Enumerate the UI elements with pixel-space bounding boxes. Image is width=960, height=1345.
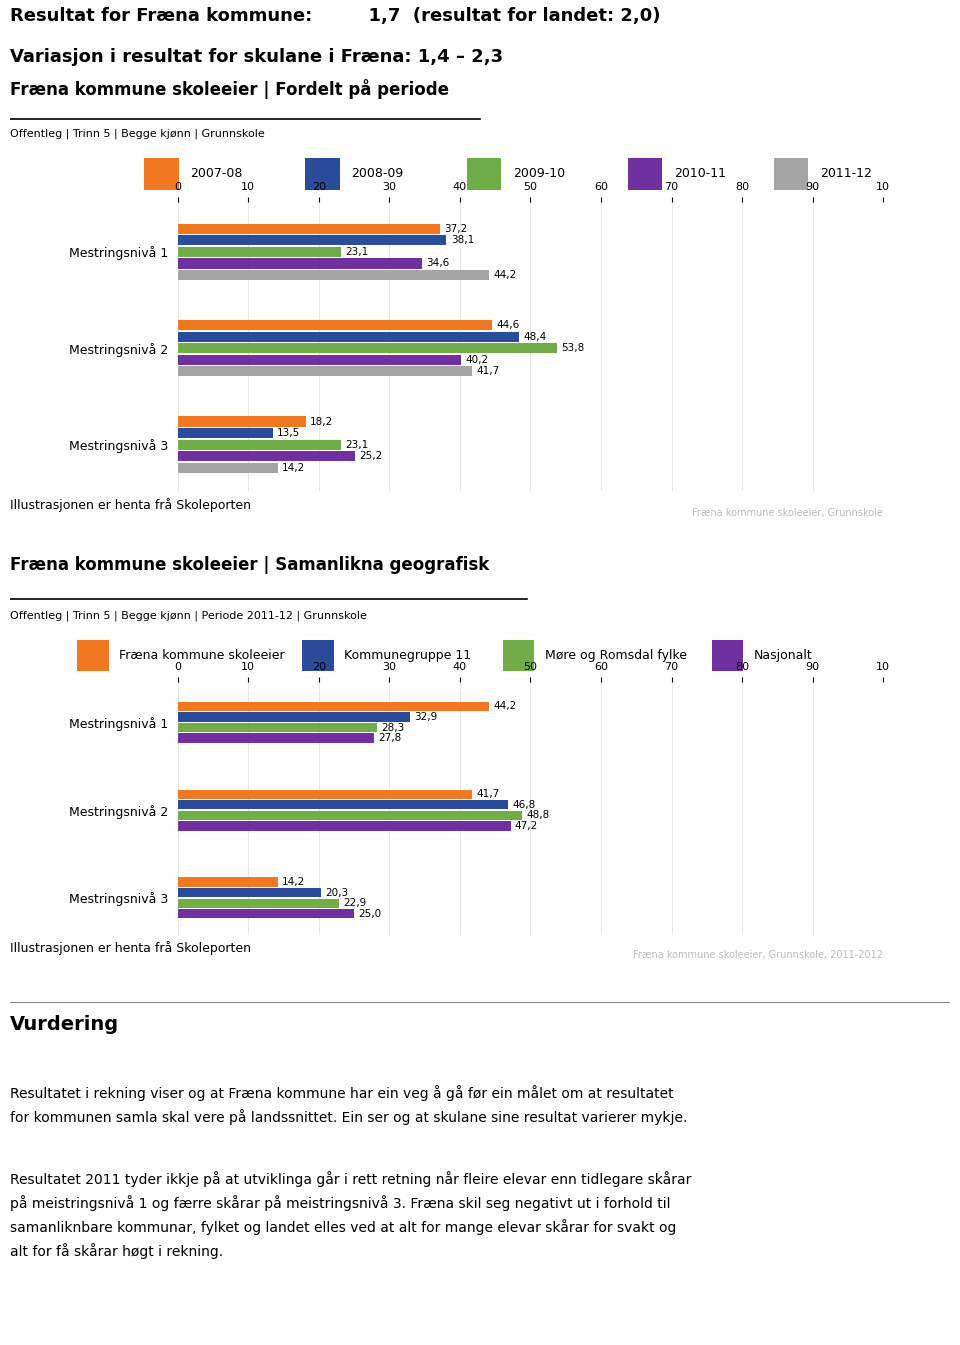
Bar [178, 343, 557, 354]
Text: 23,1: 23,1 [345, 247, 368, 257]
Text: Nasjonalt: Nasjonalt [754, 648, 812, 662]
Bar [178, 451, 355, 461]
Text: 2008-09: 2008-09 [351, 167, 403, 180]
Bar [178, 320, 492, 331]
Text: 40,2: 40,2 [466, 355, 489, 364]
Text: 20,3: 20,3 [325, 888, 348, 897]
Text: Illustrasjonen er henta frå Skoleporten: Illustrasjonen er henta frå Skoleporten [10, 941, 251, 955]
Bar [178, 428, 273, 438]
Bar [305, 157, 340, 191]
Text: Fræna kommune skoleeier | Fordelt på periode: Fræna kommune skoleeier | Fordelt på per… [10, 79, 448, 100]
Bar [467, 157, 501, 191]
Text: 22,9: 22,9 [344, 898, 367, 908]
Bar [144, 157, 179, 191]
Text: 25,2: 25,2 [360, 451, 383, 461]
Text: Møre og Romsdal fylke: Møre og Romsdal fylke [544, 648, 686, 662]
Bar [628, 157, 662, 191]
Bar [178, 366, 471, 377]
Bar [178, 270, 490, 280]
Text: 2010-11: 2010-11 [674, 167, 726, 180]
Bar [178, 235, 446, 245]
Bar [178, 463, 277, 473]
Text: 23,1: 23,1 [345, 440, 368, 449]
Text: 2009-10: 2009-10 [513, 167, 564, 180]
Text: 38,1: 38,1 [450, 235, 474, 245]
Bar [302, 639, 334, 671]
Bar [178, 246, 341, 257]
Bar [178, 355, 461, 364]
Bar [178, 790, 471, 799]
Bar [178, 733, 373, 742]
Text: 27,8: 27,8 [378, 733, 401, 742]
Bar [178, 223, 440, 234]
Text: 41,7: 41,7 [476, 790, 499, 799]
Text: Fræna kommune skoleeier, Grunnskole, 2011-2012: Fræna kommune skoleeier, Grunnskole, 201… [634, 950, 883, 960]
Text: 44,2: 44,2 [493, 270, 516, 280]
Text: 13,5: 13,5 [277, 428, 300, 438]
Text: 53,8: 53,8 [562, 343, 585, 354]
Bar [178, 822, 511, 831]
Text: 18,2: 18,2 [310, 417, 333, 426]
Text: 34,6: 34,6 [426, 258, 449, 269]
Bar [178, 332, 519, 342]
Text: Fræna kommune skoleeier, Grunnskole: Fræna kommune skoleeier, Grunnskole [692, 508, 883, 518]
Text: Fræna kommune skoleeier: Fræna kommune skoleeier [119, 648, 284, 662]
Text: Fræna kommune skoleeier | Samanlikna geografisk: Fræna kommune skoleeier | Samanlikna geo… [10, 555, 489, 574]
Text: 2011-12: 2011-12 [820, 167, 872, 180]
Bar [178, 811, 522, 820]
Text: Kommunegruppe 11: Kommunegruppe 11 [344, 648, 471, 662]
Text: 25,0: 25,0 [358, 909, 381, 919]
Bar [178, 722, 377, 732]
Text: 2007-08: 2007-08 [190, 167, 243, 180]
Bar [711, 639, 743, 671]
Text: 41,7: 41,7 [476, 366, 499, 377]
Text: 44,2: 44,2 [493, 702, 516, 712]
Text: 48,4: 48,4 [523, 332, 546, 342]
Bar [178, 417, 306, 426]
Bar [178, 898, 339, 908]
Text: 44,6: 44,6 [496, 320, 519, 330]
Text: 37,2: 37,2 [444, 223, 468, 234]
Bar [178, 909, 354, 919]
Bar [178, 800, 508, 810]
Text: Resultatet i rekning viser og at Fræna kommune har ein veg å gå før ein målet om: Resultatet i rekning viser og at Fræna k… [10, 1085, 687, 1124]
Bar [178, 258, 421, 269]
Bar [178, 440, 341, 449]
Text: Vurdering: Vurdering [10, 1014, 119, 1034]
Bar [774, 157, 808, 191]
Text: 47,2: 47,2 [515, 820, 539, 831]
Bar [503, 639, 535, 671]
Text: 14,2: 14,2 [282, 877, 305, 888]
Text: 28,3: 28,3 [381, 722, 405, 733]
Text: Illustrasjonen er henta frå Skoleporten: Illustrasjonen er henta frå Skoleporten [10, 498, 251, 511]
Text: Offentleg | Trinn 5 | Begge kjønn | Grunnskole: Offentleg | Trinn 5 | Begge kjønn | Grun… [10, 128, 264, 139]
Text: 14,2: 14,2 [282, 463, 305, 473]
Text: 48,8: 48,8 [526, 811, 549, 820]
Bar [178, 877, 277, 886]
Text: Offentleg | Trinn 5 | Begge kjønn | Periode 2011-12 | Grunnskole: Offentleg | Trinn 5 | Begge kjønn | Peri… [10, 611, 367, 621]
Text: Variasjon i resultat for skulane i Fræna: 1,4 – 2,3: Variasjon i resultat for skulane i Fræna… [10, 48, 503, 66]
Text: Resultatet 2011 tyder ikkje på at utviklinga går i rett retning når fleire eleva: Resultatet 2011 tyder ikkje på at utvikl… [10, 1171, 691, 1259]
Bar [178, 713, 410, 722]
Bar [178, 702, 490, 712]
Text: Resultat for Fræna kommune:         1,7  (resultat for landet: 2,0): Resultat for Fræna kommune: 1,7 (resulta… [10, 8, 660, 26]
Bar [77, 639, 108, 671]
Text: 46,8: 46,8 [512, 800, 536, 810]
Text: 32,9: 32,9 [414, 712, 437, 722]
Bar [178, 888, 321, 897]
